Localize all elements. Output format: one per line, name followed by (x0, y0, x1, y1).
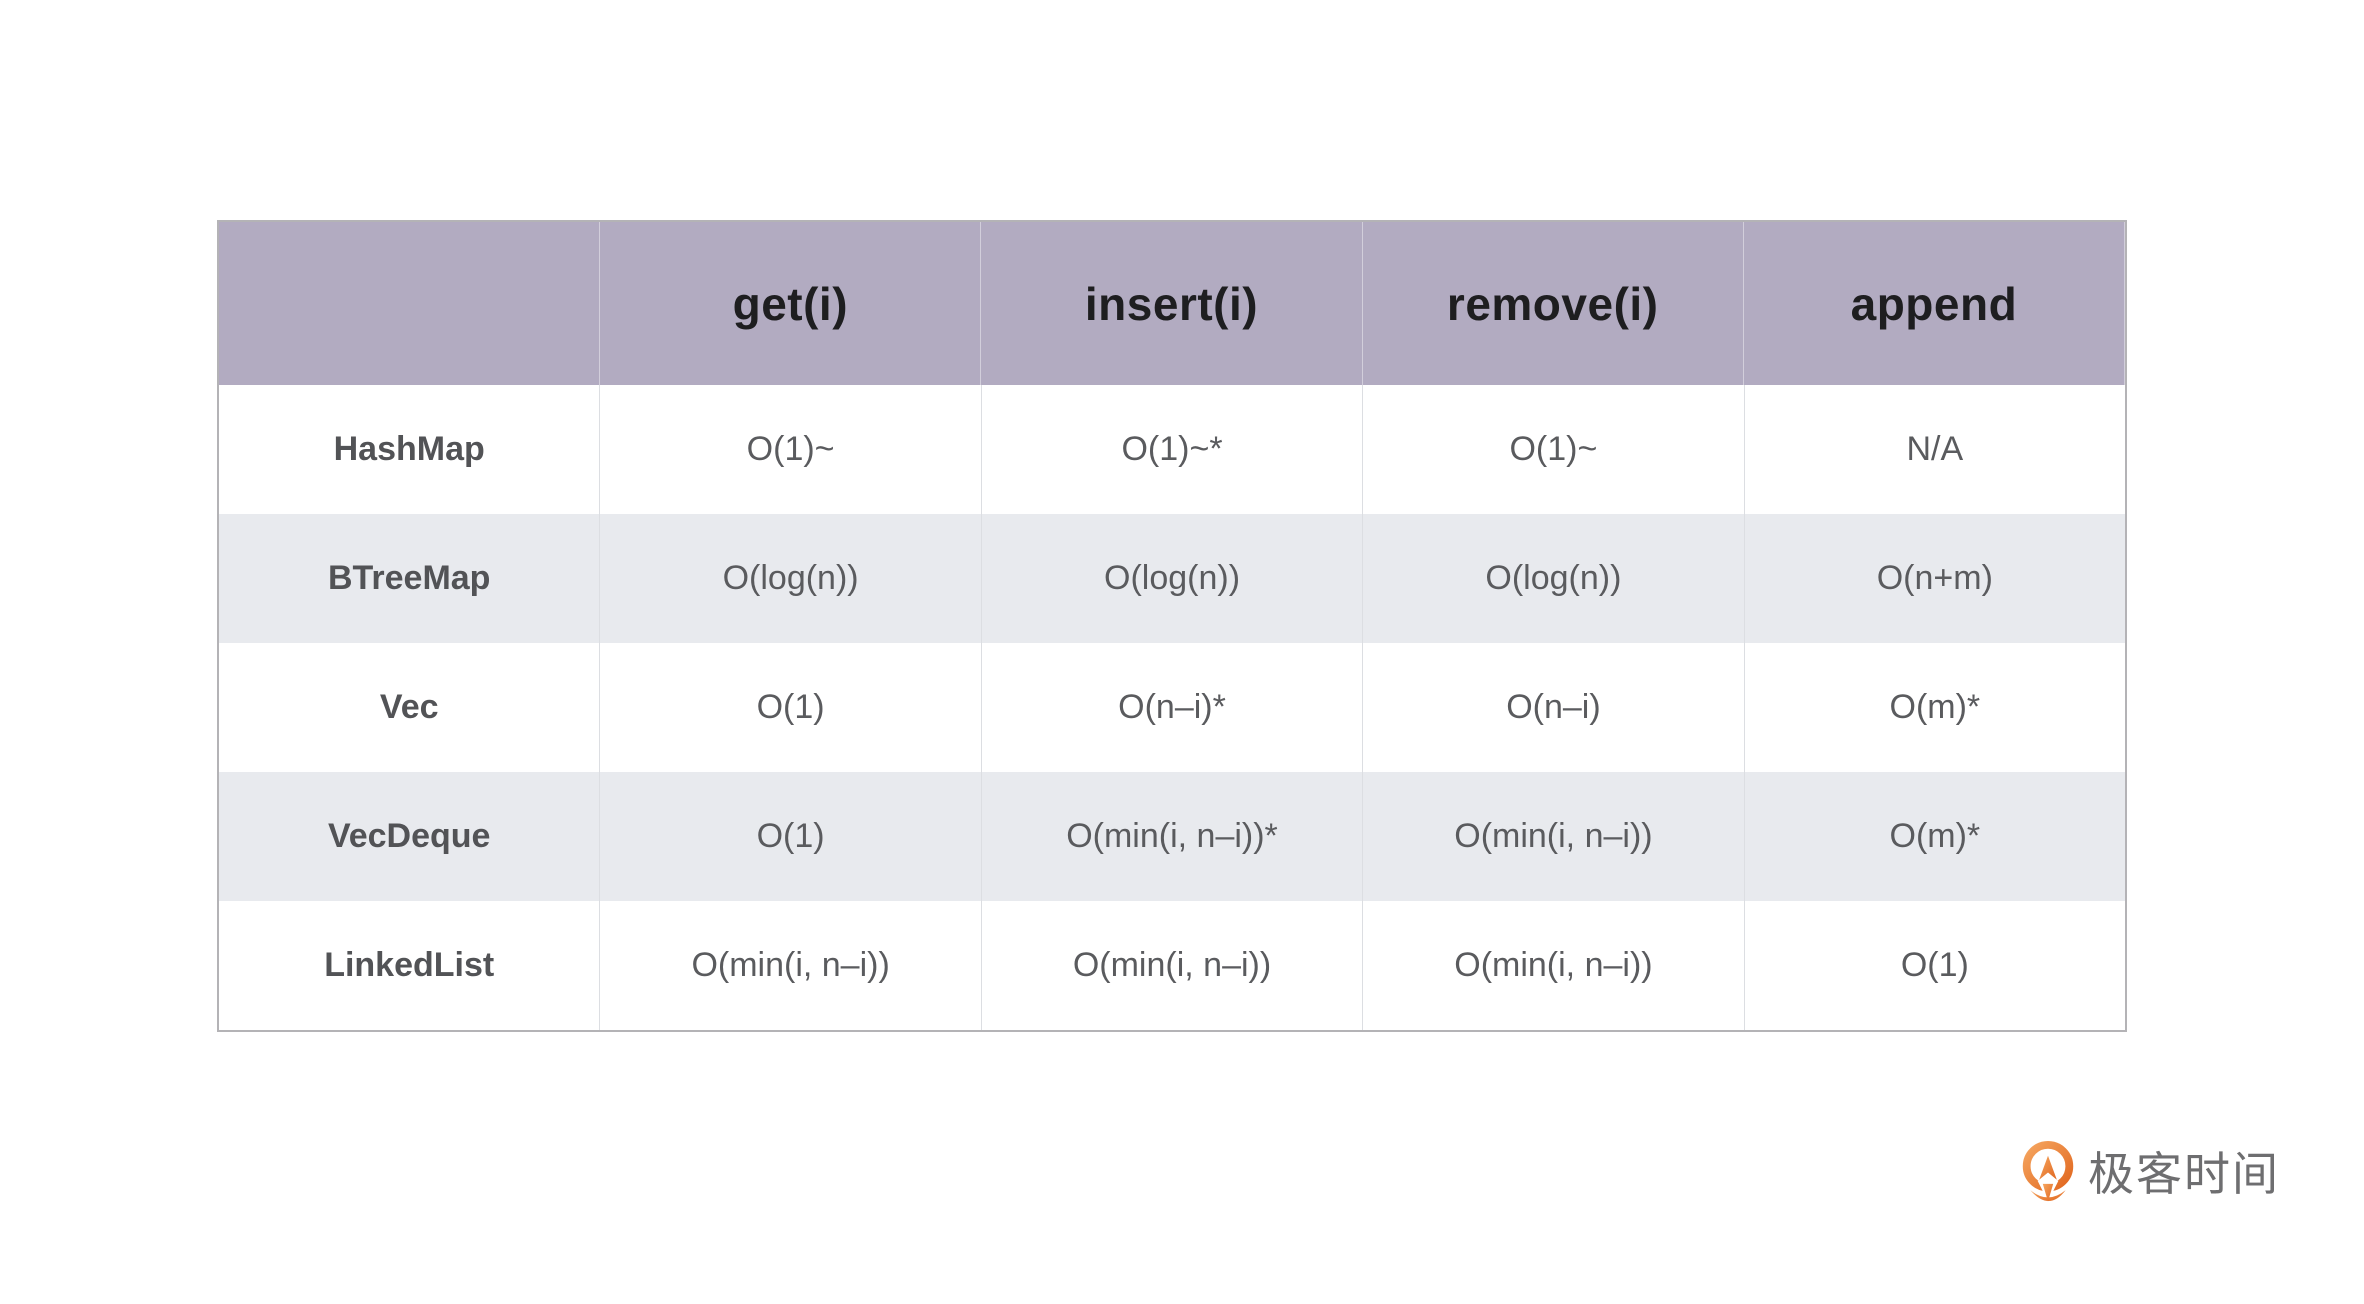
cell-value: O(m)* (1889, 688, 1981, 727)
cell-value: O(1) (600, 772, 982, 902)
header-cell-append: append (1744, 222, 2126, 386)
cell-value: O(min(i, n–i)) (1363, 772, 1745, 902)
cell-value: O(n+m) (1876, 559, 1993, 598)
header-cell-get: get(i) (600, 222, 982, 386)
cell-value: O(min(i, n–i)) (1363, 901, 1745, 1030)
header-cell-remove: remove(i) (1363, 222, 1744, 386)
row-label: LinkedList (219, 901, 601, 1030)
brand-text: 极客时间 (2088, 1148, 2280, 1200)
table-row-hashmap: HashMap O(1)~ O(1)~* O(1)~ N/A (219, 385, 2125, 515)
cell-value: O(n–i) (1363, 643, 1745, 773)
header-cell-corner (219, 222, 601, 386)
cell-value: O(min(i, n–i)) (600, 901, 982, 1030)
cell-value: N/A (1906, 430, 1964, 469)
cell-value: O(log(n)) (1363, 514, 1745, 644)
cell-value: O(min(i, n–i)) (982, 901, 1364, 1030)
header-cell-insert: insert(i) (981, 222, 1363, 386)
cell-value: O(1)~ (1363, 385, 1745, 515)
row-label: Vec (219, 643, 601, 773)
cell-value: O(log(n)) (600, 514, 982, 644)
cell-value: O(m)* (1889, 817, 1981, 856)
cell-value: O(1) (1900, 945, 1969, 984)
brand-logo: 极客时间 (2022, 1140, 2280, 1208)
geektime-logo-icon (2022, 1140, 2074, 1202)
table-row-vec: Vec O(1) O(n–i)* O(n–i) O(m)* (219, 643, 2125, 773)
row-label: BTreeMap (219, 514, 601, 644)
cell-value: O(1) (600, 643, 982, 773)
row-label: VecDeque (219, 772, 601, 902)
table-header-row: get(i) insert(i) remove(i) append (219, 222, 2126, 386)
table-row-vecdeque: VecDeque O(1) O(min(i, n–i))* O(min(i, n… (219, 772, 2125, 902)
cell-value: O(1)~ (600, 385, 982, 515)
table-row-linkedlist: LinkedList O(min(i, n–i)) O(min(i, n–i))… (219, 901, 2125, 1030)
cell-value: O(1)~* (982, 385, 1364, 515)
row-label: HashMap (219, 385, 601, 515)
complexity-table: get(i) insert(i) remove(i) append HashMa… (217, 220, 2127, 1032)
cell-value: O(n–i)* (982, 643, 1364, 773)
cell-value: O(min(i, n–i))* (982, 772, 1364, 902)
cell-value: O(log(n)) (982, 514, 1364, 644)
table-row-btreemap: BTreeMap O(log(n)) O(log(n)) O(log(n)) O… (219, 514, 2125, 644)
